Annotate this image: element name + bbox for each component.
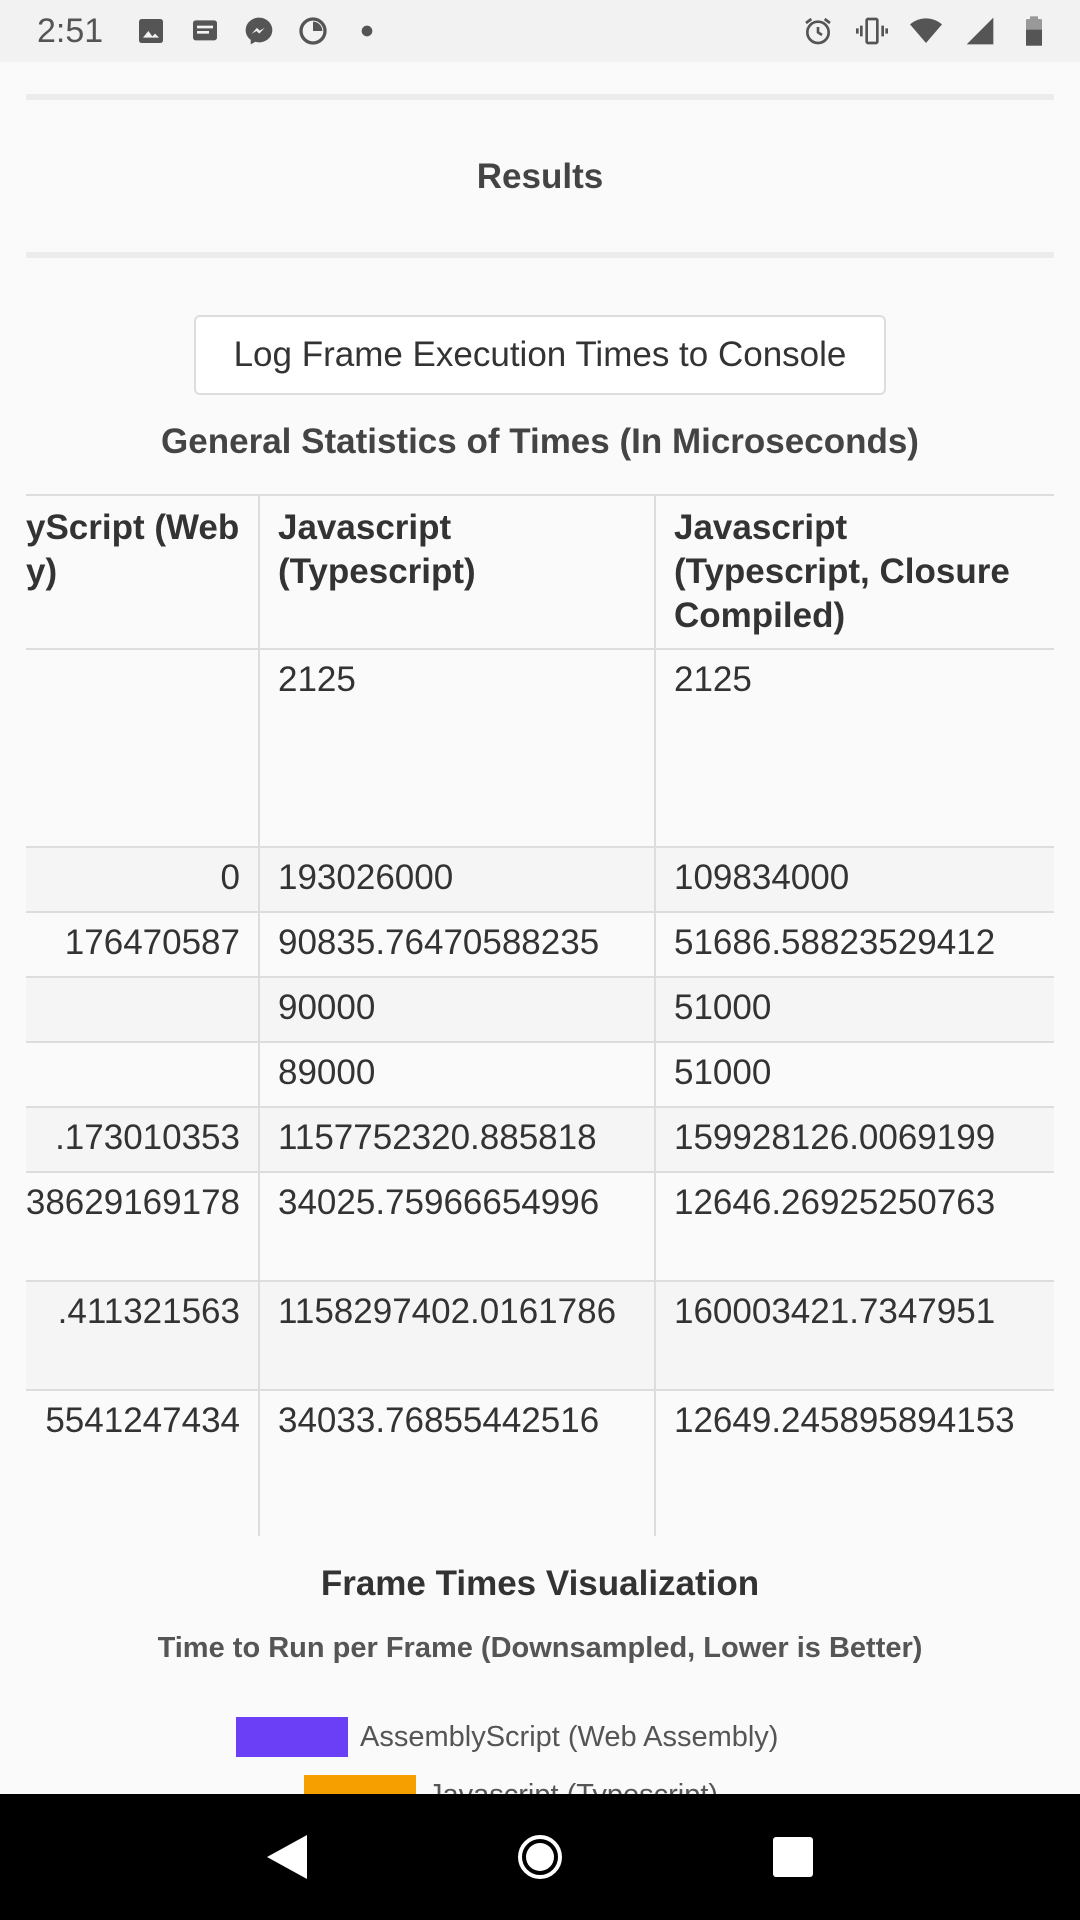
page-content: Results Log Frame Execution Times to Con… [0, 62, 1080, 1794]
table-cell: 34033.76855442516 [258, 1389, 656, 1536]
table-cell [26, 976, 260, 1043]
home-icon [517, 1835, 562, 1879]
recents-icon [773, 1837, 814, 1877]
home-button[interactable] [490, 1807, 590, 1907]
visualization-subtitle: Time to Run per Frame (Downsampled, Lowe… [157, 1632, 923, 1664]
table-cell: 90000 [258, 976, 656, 1043]
header-assemblyscript: yScript (Web y) [26, 494, 260, 650]
table-cell: 38629169178 [26, 1171, 260, 1282]
table-cell: 176470587 [26, 911, 260, 978]
header-javascript-closure: Javascript (Typescript, Closure Compiled… [654, 494, 1054, 650]
divider-top [26, 94, 1054, 100]
log-frame-times-button[interactable]: Log Frame Execution Times to Console [194, 315, 886, 395]
table-cell: 12649.245895894153 [654, 1389, 1054, 1536]
table-row: 89000 51000 [26, 1041, 1054, 1108]
status-bar-right [802, 15, 1050, 47]
table-cell: 159928126.0069199 [654, 1106, 1054, 1173]
battery-icon [1026, 16, 1042, 46]
legend-item-assemblyscript[interactable]: AssemblyScript (Web Assembly) [236, 1717, 778, 1757]
legend-swatch [304, 1775, 416, 1794]
status-time: 2:51 [37, 11, 104, 50]
stats-table: yScript (Web y) Javascript (Typescript) … [26, 494, 1054, 1536]
header-javascript-typescript: Javascript (Typescript) [258, 494, 656, 650]
legend-label: AssemblyScript (Web Assembly) [360, 1720, 779, 1753]
table-cell: 51686.58823529412 [654, 911, 1054, 978]
signal-icon [966, 17, 994, 45]
divider-results [26, 252, 1054, 258]
table-cell: 89000 [258, 1041, 656, 1108]
table-cell: .173010353 [26, 1106, 260, 1173]
table-cell: 160003421.7347951 [654, 1280, 1054, 1391]
legend-item-typescript[interactable]: Javascript (Typescript) [304, 1775, 718, 1794]
table-header-row: yScript (Web y) Javascript (Typescript) … [26, 494, 1054, 650]
table-row: .173010353 1157752320.885818 159928126.0… [26, 1106, 1054, 1173]
stats-table-title: General Statistics of Times (In Microsec… [161, 422, 919, 461]
table-row: 176470587 90835.76470588235 51686.588235… [26, 911, 1054, 978]
table-cell: 51000 [654, 976, 1054, 1043]
visualization-title: Frame Times Visualization [320, 1564, 760, 1603]
data-saver-icon [299, 17, 327, 45]
image-icon [139, 19, 164, 43]
table-cell: 51000 [654, 1041, 1054, 1108]
table-cell: 109834000 [654, 846, 1054, 913]
table-cell: 0 [26, 846, 260, 913]
back-button[interactable] [237, 1807, 337, 1907]
table-row: .411321563 1158297402.0161786 160003421.… [26, 1280, 1054, 1391]
table-cell: 1158297402.0161786 [258, 1280, 656, 1391]
recents-button[interactable] [743, 1807, 843, 1907]
status-bar: 2:51 [0, 0, 1080, 62]
table-cell: 34025.75966654996 [258, 1171, 656, 1282]
status-bar-left: 2:51 [37, 12, 383, 51]
table-row: 90000 51000 [26, 976, 1054, 1043]
table-cell: 2125 [654, 648, 1054, 848]
messenger-icon [245, 17, 273, 45]
alarm-icon [805, 17, 831, 45]
navigation-bar [0, 1794, 1080, 1920]
table-cell: 5541247434 [26, 1389, 260, 1536]
table-cell: .411321563 [26, 1280, 260, 1391]
wifi-icon [910, 18, 942, 43]
table-cell: 2125 [258, 648, 656, 848]
message-icon [193, 20, 218, 41]
table-row: 2125 2125 [26, 648, 1054, 848]
dot-icon [361, 25, 373, 37]
vibrate-icon [856, 17, 888, 45]
table-cell: 1157752320.885818 [258, 1106, 656, 1173]
table-row: 5541247434 34033.76855442516 12649.24589… [26, 1389, 1054, 1536]
table-row: 38629169178 34025.75966654996 12646.2692… [26, 1171, 1054, 1282]
table-cell: 90835.76470588235 [258, 911, 656, 978]
table-cell: 12646.26925250763 [654, 1171, 1054, 1282]
legend-label: Javascript (Typescript) [428, 1779, 718, 1795]
results-heading: Results [476, 157, 604, 196]
back-icon [266, 1835, 307, 1879]
stats-table-scroll[interactable]: yScript (Web y) Javascript (Typescript) … [26, 494, 1054, 1536]
table-cell [26, 1041, 260, 1108]
legend-swatch [236, 1717, 348, 1757]
table-cell [26, 648, 260, 848]
table-cell: 193026000 [258, 846, 656, 913]
table-row: 0 193026000 109834000 [26, 846, 1054, 913]
